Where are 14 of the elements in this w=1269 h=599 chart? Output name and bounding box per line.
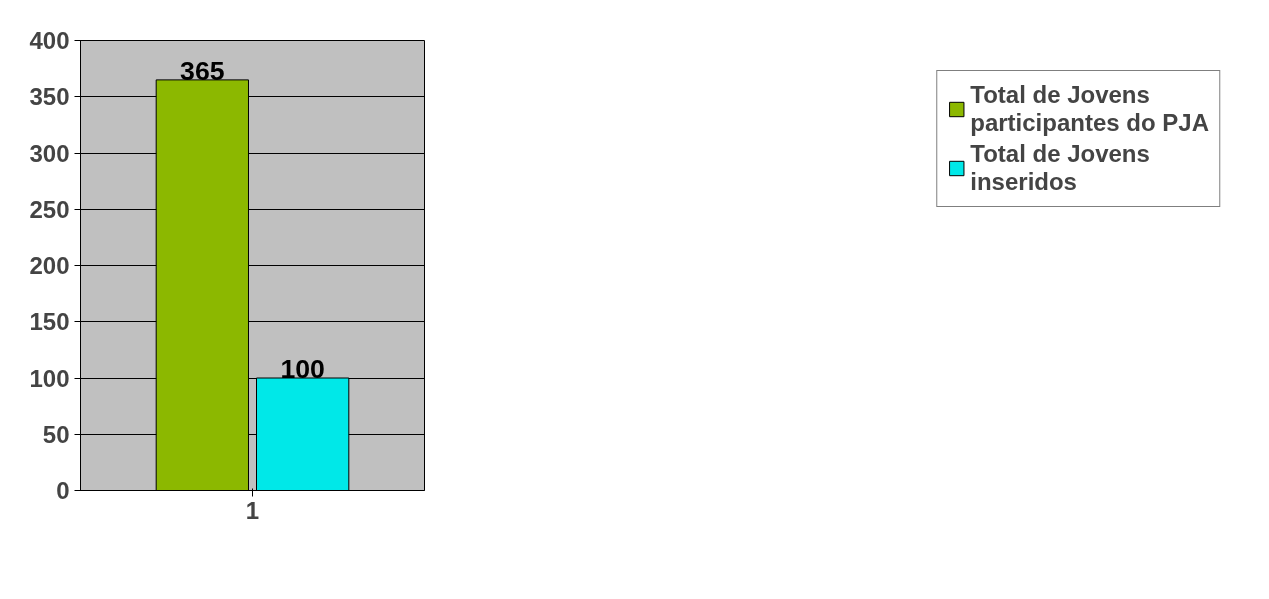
y-tick-label: 250 (29, 195, 70, 223)
legend-label: Total de Jovens participantes do PJA (970, 81, 1209, 137)
y-tick-label: 150 (29, 308, 70, 336)
y-tick-label: 100 (29, 364, 70, 392)
legend-label: Total de Jovens inseridos (970, 140, 1150, 196)
y-tick-label: 350 (29, 83, 70, 111)
data-label: 365 (180, 55, 225, 86)
data-label: 100 (280, 354, 325, 384)
y-tick-label: 200 (29, 252, 70, 279)
y-tick-label: 50 (42, 420, 70, 448)
y-tick-label: 0 (56, 477, 70, 504)
y-tick-label: 400 (29, 27, 70, 54)
x-tick-label: 1 (245, 496, 260, 524)
y-tick-label: 300 (29, 139, 70, 167)
